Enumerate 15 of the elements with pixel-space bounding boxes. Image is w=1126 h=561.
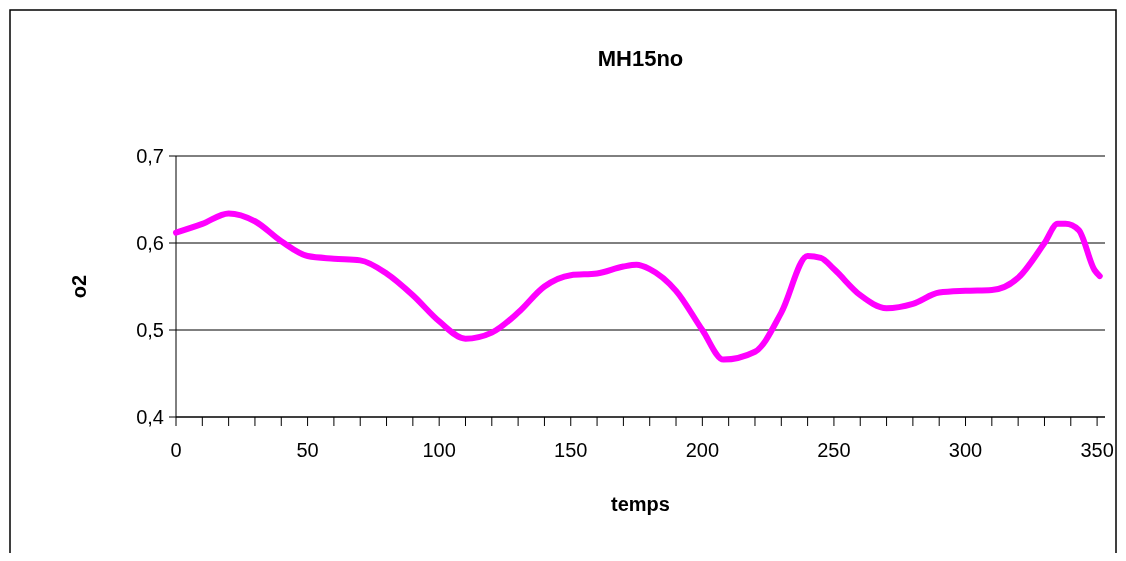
x-tick-label: 150 (554, 439, 588, 461)
x-tick-label: 0 (170, 439, 182, 461)
chart-title: MH15no (597, 46, 684, 71)
y-tick-label: 0,6 (136, 232, 164, 254)
y-axis-title: o2 (68, 274, 90, 299)
y-tick-label: 0,5 (136, 319, 164, 341)
x-axis-title: temps (611, 493, 670, 515)
x-tick-label: 250 (817, 439, 851, 461)
x-tick-label: 200 (685, 439, 720, 461)
y-tick-label: 0,7 (136, 145, 164, 167)
x-tick-label: 350 (1080, 439, 1114, 461)
x-tick-label: 50 (296, 439, 319, 461)
x-tick-label: 100 (422, 439, 456, 461)
x-tick-label: 300 (948, 439, 983, 461)
y-tick-label: 0,4 (136, 406, 164, 428)
